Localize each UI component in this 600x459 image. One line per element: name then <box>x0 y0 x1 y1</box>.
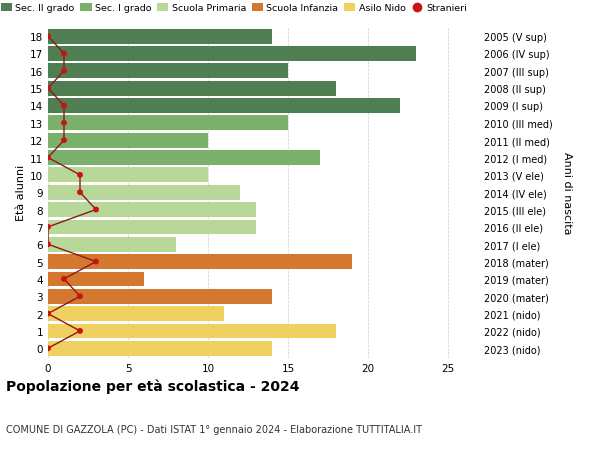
Bar <box>48 289 272 304</box>
Bar <box>48 64 288 79</box>
Point <box>59 50 69 58</box>
Bar <box>48 220 256 235</box>
Point <box>43 345 53 352</box>
Point <box>43 224 53 231</box>
Bar <box>48 237 176 252</box>
Bar <box>48 151 320 166</box>
Text: Popolazione per età scolastica - 2024: Popolazione per età scolastica - 2024 <box>6 379 299 393</box>
Bar <box>48 255 352 269</box>
Bar <box>48 324 336 339</box>
Point <box>59 275 69 283</box>
Point <box>43 241 53 248</box>
Point <box>43 155 53 162</box>
Point <box>43 34 53 41</box>
Bar <box>48 116 288 131</box>
Point <box>59 120 69 127</box>
Point <box>75 328 85 335</box>
Point <box>75 172 85 179</box>
Y-axis label: Età alunni: Età alunni <box>16 165 26 221</box>
Text: COMUNE DI GAZZOLA (PC) - Dati ISTAT 1° gennaio 2024 - Elaborazione TUTTITALIA.IT: COMUNE DI GAZZOLA (PC) - Dati ISTAT 1° g… <box>6 425 422 435</box>
Bar <box>48 47 416 62</box>
Point <box>43 310 53 318</box>
Point <box>59 137 69 145</box>
Bar <box>48 307 224 321</box>
Bar <box>48 99 400 114</box>
Bar <box>48 341 272 356</box>
Y-axis label: Anni di nascita: Anni di nascita <box>562 151 572 234</box>
Bar <box>48 272 144 287</box>
Point <box>75 189 85 196</box>
Legend: Sec. II grado, Sec. I grado, Scuola Primaria, Scuola Infanzia, Asilo Nido, Stran: Sec. II grado, Sec. I grado, Scuola Prim… <box>1 4 467 13</box>
Bar <box>48 30 272 45</box>
Bar <box>48 82 336 96</box>
Point <box>91 207 101 214</box>
Bar <box>48 168 208 183</box>
Point <box>91 258 101 266</box>
Point <box>75 293 85 300</box>
Point <box>59 68 69 75</box>
Bar <box>48 134 208 148</box>
Bar <box>48 203 256 218</box>
Point <box>59 103 69 110</box>
Point <box>43 85 53 93</box>
Bar <box>48 185 240 200</box>
